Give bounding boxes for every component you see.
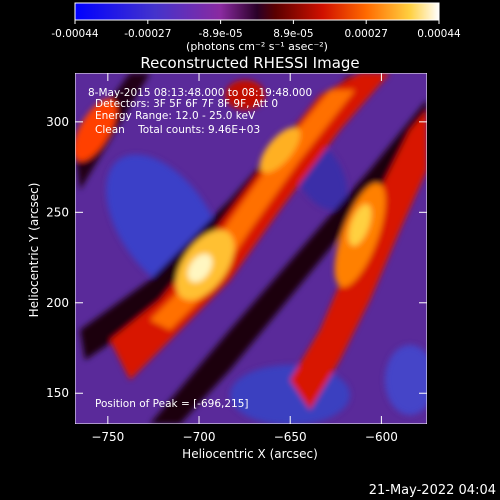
dark-ridge [75, 73, 150, 190]
method-counts-text: Clean Total counts: 9.46E+03 [95, 124, 260, 136]
plot-title: Reconstructed RHESSI Image [140, 54, 359, 72]
emission-core [75, 98, 117, 162]
y-tick-label: 150 [46, 386, 69, 400]
y-tick-label: 200 [46, 296, 69, 310]
x-axis: −750 −700 −650 −600 [91, 73, 398, 444]
colorbar-tick-label: 0.00044 [417, 28, 461, 40]
y-tick-label: 250 [46, 205, 69, 219]
rhessi-image [75, 73, 427, 424]
colorbar-units-label: (photons cm⁻² s⁻¹ asec⁻²) [186, 40, 328, 53]
x-tick-label: −700 [183, 430, 216, 444]
negative-region [385, 345, 427, 415]
x-tick-label: −750 [91, 430, 124, 444]
detectors-text: Detectors: 3F 5F 6F 7F 8F 9F, Att 0 [95, 98, 278, 110]
emission-core [348, 204, 372, 246]
colorbar-tick-label: 0.00027 [344, 28, 387, 40]
emission-peak [187, 253, 213, 283]
info-panel: 8-May-2015 08:13:48.000 to 08:19:48.000 … [88, 87, 312, 410]
dark-ridge [150, 100, 427, 424]
colorbar-tick-label: -0.00027 [124, 28, 171, 40]
energy-range-text: Energy Range: 12.0 - 25.0 keV [95, 110, 256, 122]
x-tick-label: −650 [274, 430, 307, 444]
y-tick-label: 300 [46, 115, 69, 129]
y-axis-label: Heliocentric Y (arcsec) [27, 183, 41, 318]
time-range-text: 8-May-2015 08:13:48.000 to 08:19:48.000 [88, 87, 312, 99]
colorbar-tick-labels: -0.00044 -0.00027 -8.9e-05 8.9e-05 0.00027 0.… [51, 28, 461, 40]
peak-position-text: Position of Peak = [-696,215] [95, 398, 249, 410]
footer-timestamp: 21-May-2022 04:04 [369, 483, 496, 498]
emission-core [225, 80, 265, 110]
colorbar-ticks [74, 20, 440, 24]
colorbar: -0.00044 -0.00027 -8.9e-05 8.9e-05 0.00027 0.… [51, 2, 461, 53]
colorbar-tick-label: -0.00044 [51, 28, 99, 40]
colorbar-tick-label: -8.9e-05 [199, 28, 243, 40]
x-tick-label: −600 [365, 430, 398, 444]
colorbar-gradient [74, 2, 440, 21]
colorbar-tick-label: 8.9e-05 [273, 28, 313, 40]
y-axis: 150 200 250 300 [46, 115, 427, 400]
x-axis-label: Heliocentric X (arcsec) [182, 447, 318, 461]
emission-core [259, 127, 301, 173]
